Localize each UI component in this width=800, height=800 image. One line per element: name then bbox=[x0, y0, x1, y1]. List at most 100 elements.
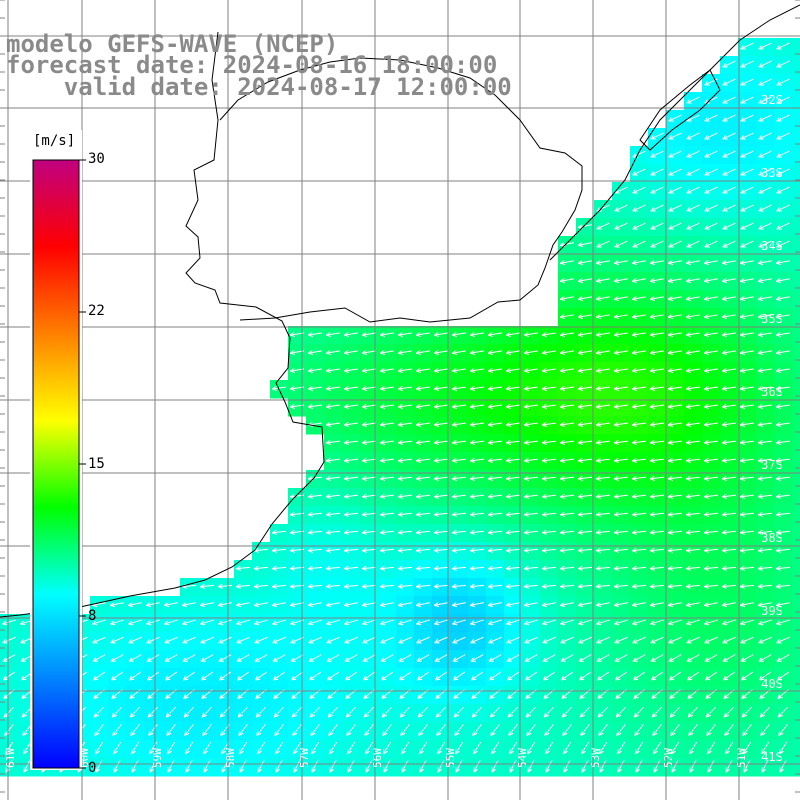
wind-speed-cell bbox=[702, 110, 721, 129]
wind-speed-cell bbox=[630, 362, 649, 381]
wind-arrow bbox=[361, 619, 376, 626]
wind-arrow bbox=[667, 511, 683, 517]
wind-arrow bbox=[596, 636, 610, 644]
wind-arrow bbox=[721, 547, 737, 553]
wind-arrow bbox=[451, 367, 466, 374]
wind-speed-cell bbox=[612, 416, 631, 435]
wind-speed-cell bbox=[396, 614, 415, 633]
wind-arrow bbox=[722, 60, 736, 68]
latitude-label: 41S bbox=[761, 750, 783, 764]
wind-speed-cell bbox=[774, 272, 793, 291]
wind-arrow bbox=[271, 385, 286, 391]
wind-arrow bbox=[632, 671, 646, 681]
wind-arrow bbox=[703, 511, 719, 517]
wind-arrow bbox=[433, 583, 449, 589]
wind-speed-cell bbox=[702, 722, 721, 741]
wind-arrow bbox=[775, 439, 791, 445]
wind-arrow bbox=[523, 529, 539, 535]
wind-arrow bbox=[307, 331, 322, 338]
wind-arrow bbox=[361, 565, 377, 571]
wind-arrow bbox=[346, 741, 356, 755]
wind-arrow bbox=[707, 759, 715, 773]
wind-speed-cell bbox=[738, 182, 757, 201]
wind-arrow bbox=[631, 403, 646, 409]
wind-arrow bbox=[775, 529, 791, 535]
wind-speed-cell bbox=[270, 614, 289, 633]
wind-speed-cell bbox=[486, 524, 505, 543]
wind-arrow bbox=[559, 331, 574, 338]
wind-arrow bbox=[361, 367, 376, 374]
wind-speed-cell bbox=[792, 398, 800, 417]
wind-speed-cell bbox=[396, 470, 415, 489]
wind-speed-cell bbox=[504, 398, 523, 417]
wind-arrow bbox=[343, 349, 358, 356]
wind-speed-cell bbox=[540, 740, 559, 759]
wind-speed-cell bbox=[270, 578, 289, 597]
wind-arrow bbox=[218, 636, 232, 644]
wind-arrow bbox=[631, 457, 647, 463]
wind-speed-cell bbox=[648, 632, 667, 651]
wind-arrow bbox=[614, 654, 628, 662]
wind-speed-cell bbox=[288, 686, 307, 705]
wind-speed-cell bbox=[576, 596, 595, 615]
wind-speed-cell bbox=[792, 578, 800, 597]
wind-speed-cell bbox=[486, 470, 505, 489]
wind-speed-cell bbox=[414, 650, 433, 669]
wind-arrow bbox=[541, 619, 556, 626]
wind-speed-cell bbox=[738, 272, 757, 291]
wind-speed-cell bbox=[504, 524, 523, 543]
wind-arrow bbox=[649, 601, 664, 608]
wind-arrow bbox=[362, 636, 376, 644]
wind-speed-cell bbox=[468, 560, 487, 579]
longitude-label: 59W bbox=[151, 748, 164, 768]
wind-speed-cell bbox=[270, 740, 289, 759]
wind-arrow bbox=[758, 186, 772, 194]
wind-arrow bbox=[238, 741, 248, 755]
wind-speed-cell bbox=[594, 650, 613, 669]
wind-speed-cell bbox=[738, 470, 757, 489]
wind-speed-cell bbox=[360, 434, 379, 453]
wind-arrow bbox=[541, 349, 556, 356]
wind-speed-cell bbox=[558, 668, 577, 687]
wind-arrow bbox=[523, 511, 539, 517]
wind-speed-cell bbox=[270, 722, 289, 741]
wind-arrow bbox=[595, 277, 610, 284]
wind-speed-cell bbox=[720, 524, 739, 543]
wind-arrow bbox=[397, 439, 413, 445]
wind-speed-cell bbox=[702, 704, 721, 723]
wind-speed-cell bbox=[792, 614, 800, 633]
wind-speed-cell bbox=[234, 668, 253, 687]
wind-speed-cell bbox=[270, 686, 289, 705]
wind-speed-cell bbox=[432, 614, 451, 633]
wind-speed-cell bbox=[666, 200, 685, 219]
wind-speed-cell bbox=[306, 668, 325, 687]
wind-arrow bbox=[598, 724, 608, 736]
wind-speed-cell bbox=[324, 506, 343, 525]
wind-arrow bbox=[703, 529, 719, 535]
wind-arrow bbox=[775, 511, 791, 517]
wind-arrow bbox=[686, 222, 700, 230]
wind-speed-cell bbox=[432, 326, 451, 345]
wind-speed-cell bbox=[702, 560, 721, 579]
wind-arrow bbox=[559, 349, 574, 356]
wind-arrow bbox=[344, 636, 358, 644]
wind-arrow bbox=[685, 457, 701, 463]
wind-speed-cell bbox=[396, 398, 415, 417]
wind-arrow bbox=[487, 529, 503, 535]
wind-speed-cell bbox=[324, 362, 343, 381]
model-title: modelo GEFS-WAVE (NCEP) bbox=[6, 30, 339, 58]
wind-speed-cell bbox=[288, 704, 307, 723]
wind-arrow bbox=[470, 636, 484, 644]
wind-speed-cell bbox=[684, 560, 703, 579]
wind-speed-cell bbox=[684, 146, 703, 165]
wind-arrow bbox=[271, 565, 287, 571]
wind-speed-cell bbox=[648, 704, 667, 723]
wind-speed-cell bbox=[558, 632, 577, 651]
wind-arrow bbox=[649, 439, 665, 445]
colorbar-tick-30: 30 bbox=[88, 151, 105, 167]
wind-arrow bbox=[469, 583, 485, 589]
wind-speed-cell bbox=[648, 200, 667, 219]
wind-arrow bbox=[704, 132, 718, 140]
wind-arrow bbox=[325, 457, 341, 463]
wind-speed-cell bbox=[504, 452, 523, 471]
